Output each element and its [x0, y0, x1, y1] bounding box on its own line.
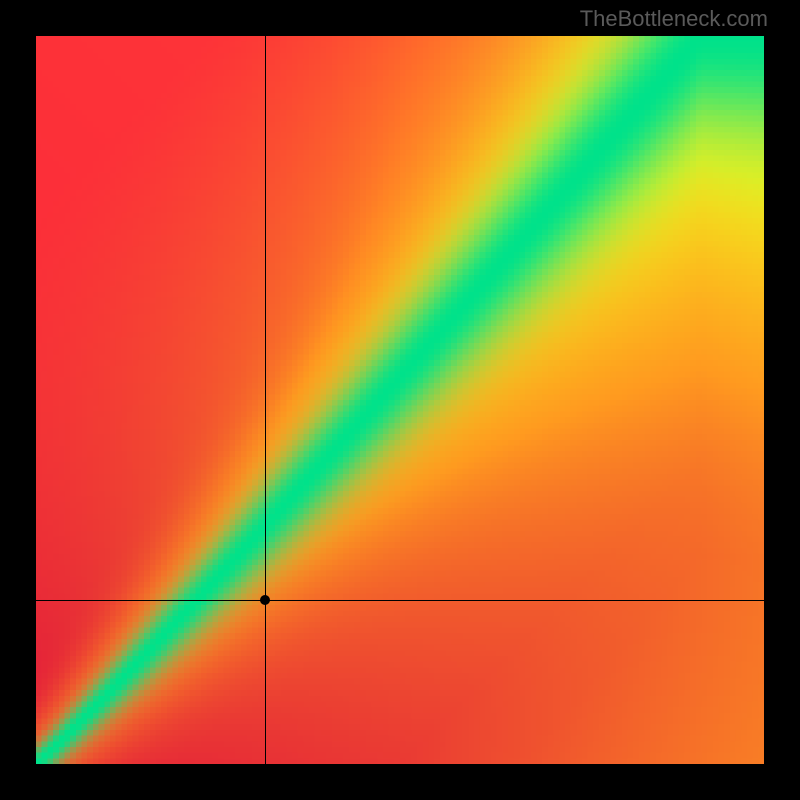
crosshair-vertical	[265, 36, 266, 764]
crosshair-horizontal	[36, 600, 764, 601]
crosshair-marker	[260, 595, 270, 605]
heatmap-canvas	[36, 36, 764, 764]
plot-area	[36, 36, 764, 764]
watermark-text: TheBottleneck.com	[580, 6, 768, 32]
